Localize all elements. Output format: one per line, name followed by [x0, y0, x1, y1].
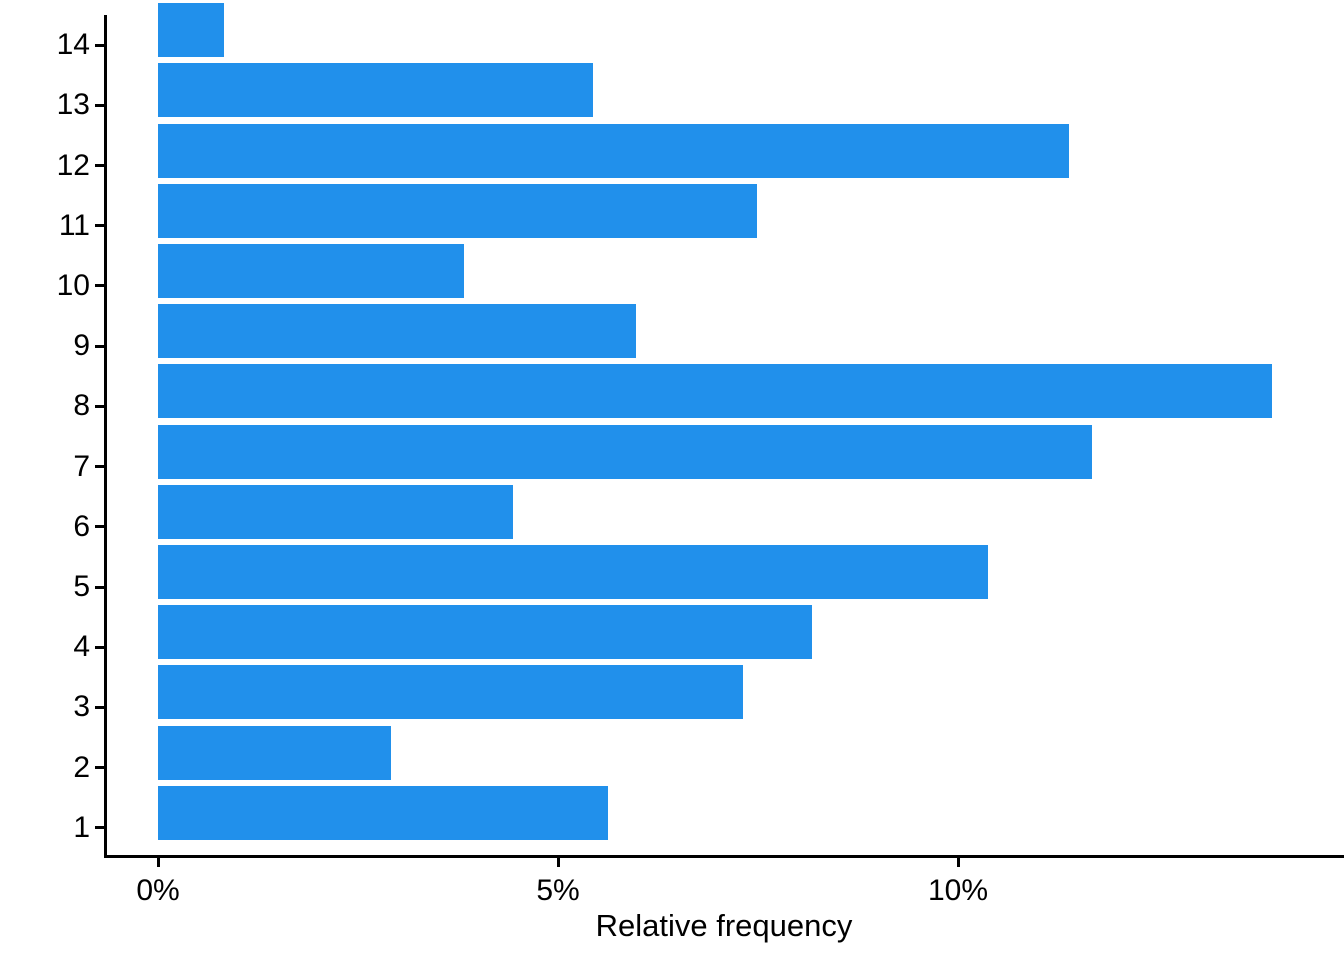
bar-category-14	[158, 3, 225, 58]
bar-category-4	[158, 605, 813, 660]
bar-category-7	[158, 424, 1093, 479]
bar-category-5	[158, 545, 988, 600]
y-tick-mark	[95, 465, 104, 469]
y-tick-mark	[95, 344, 104, 348]
bar-category-3	[158, 665, 743, 720]
y-tick-label: 6	[73, 509, 90, 543]
y-tick-label: 4	[73, 630, 90, 664]
x-axis: 0% 5% 10%	[104, 858, 1344, 960]
y-tick-mark	[95, 525, 104, 529]
x-tick-label: 5%	[536, 874, 580, 907]
bar-category-11	[158, 183, 758, 238]
bar-category-13	[158, 63, 594, 118]
y-tick-label: 11	[58, 208, 90, 242]
y-tick-mark	[95, 585, 104, 589]
y-tick-label: 5	[73, 570, 90, 604]
y-tick-label: 7	[73, 449, 90, 483]
y-tick-label: 13	[56, 88, 90, 122]
bar-category-8	[158, 364, 1272, 419]
y-tick-mark	[95, 224, 104, 228]
y-tick-label: 9	[73, 329, 90, 363]
x-tick-mark	[956, 858, 960, 867]
y-tick-mark	[95, 103, 104, 107]
bar-category-1	[158, 785, 609, 840]
y-tick-mark	[95, 284, 104, 288]
y-tick-label: 14	[56, 28, 90, 62]
y-tick-mark	[95, 164, 104, 168]
plot-panel	[104, 3, 1344, 858]
y-tick-label: 3	[73, 690, 90, 724]
y-tick-label: 8	[73, 389, 90, 423]
x-tick-mark	[556, 858, 560, 867]
x-axis-title: Relative frequency	[595, 908, 853, 943]
y-axis: 14 13 12 11 10 9 8 7 6 5 4 3 2 1	[0, 15, 104, 858]
x-tick-mark	[156, 858, 160, 867]
y-tick-mark	[95, 766, 104, 770]
y-tick-mark	[95, 645, 104, 649]
bar-category-10	[158, 243, 464, 298]
y-tick-mark	[95, 705, 104, 709]
y-tick-label: 10	[56, 268, 90, 302]
bar-category-2	[158, 725, 391, 780]
bar-category-9	[158, 304, 637, 359]
x-tick-label: 0%	[136, 874, 180, 907]
y-tick-label: 1	[73, 810, 90, 844]
x-tick-label: 10%	[927, 874, 989, 907]
bar-category-6	[158, 484, 514, 539]
bar-category-12	[158, 123, 1070, 178]
y-tick-mark	[95, 826, 104, 830]
y-tick-mark	[95, 43, 104, 47]
y-tick-label: 2	[73, 750, 90, 784]
y-tick-label: 12	[56, 148, 90, 182]
y-tick-mark	[95, 404, 104, 408]
